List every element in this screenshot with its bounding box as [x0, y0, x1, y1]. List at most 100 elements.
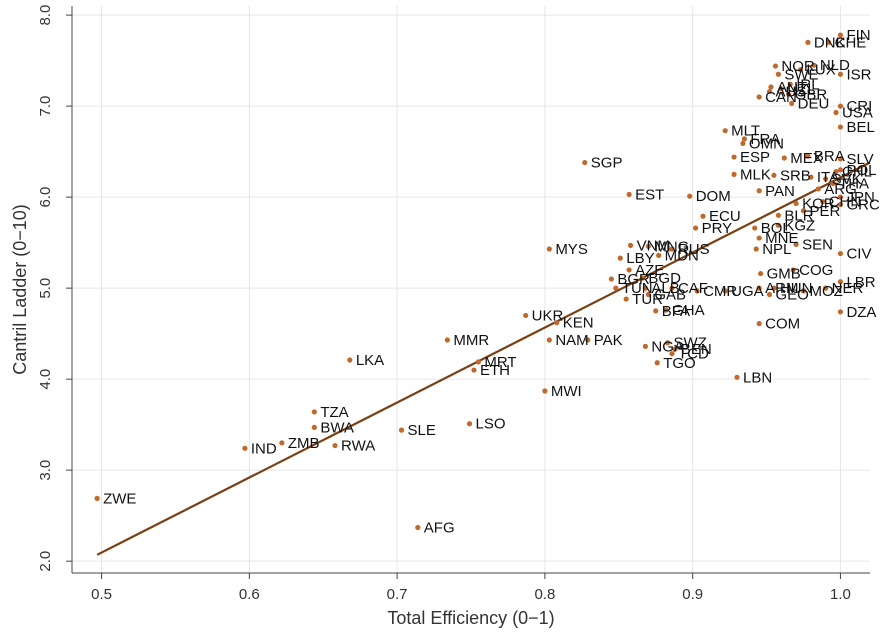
point-label: NOR — [781, 58, 815, 75]
point-label: DOM — [696, 188, 731, 205]
point-label: COG — [799, 262, 833, 279]
data-point — [585, 337, 591, 343]
data-point — [741, 136, 747, 142]
data-point — [772, 63, 779, 69]
point-label: DEU — [798, 95, 830, 112]
y-tick-label: 7.0 — [37, 96, 54, 117]
point-label: IND — [251, 440, 277, 457]
data-point — [756, 188, 762, 194]
point-label: ETH — [480, 362, 510, 379]
data-point — [771, 172, 777, 178]
data-point — [608, 276, 614, 282]
data-point — [546, 246, 552, 252]
data-point — [837, 124, 844, 130]
data-point — [626, 267, 632, 273]
point-label: ESP — [740, 149, 770, 166]
data-point — [653, 308, 659, 314]
point-label: CAN — [765, 89, 797, 106]
point-label: SLE — [408, 422, 436, 439]
data-point — [731, 171, 737, 177]
point-label: NGA — [651, 338, 684, 355]
data-point — [471, 367, 477, 373]
data-point — [837, 201, 844, 208]
data-point — [793, 200, 799, 207]
data-point — [654, 360, 660, 366]
data-point — [786, 91, 792, 97]
point-label: SLV — [846, 151, 873, 168]
data-point — [311, 409, 317, 415]
point-label: AUS — [776, 84, 807, 101]
data-point — [766, 88, 773, 95]
y-tick-label: 8.0 — [37, 5, 54, 26]
point-label: TGO — [663, 355, 696, 372]
point-label: LKA — [356, 352, 384, 369]
y-tick-label: 6.0 — [37, 187, 54, 208]
data-point — [837, 250, 844, 257]
point-label: PRY — [702, 220, 733, 237]
point-label: BOL — [761, 220, 791, 237]
data-point — [523, 312, 529, 319]
fit-line — [96, 161, 871, 556]
data-point — [242, 445, 248, 451]
data-point — [820, 199, 826, 205]
data-point — [279, 440, 285, 446]
point-label: NZL — [787, 81, 815, 98]
point-label: PAN — [765, 183, 795, 200]
point-label: CHN — [829, 194, 862, 211]
point-label: SEN — [802, 236, 833, 253]
point-label: RUS — [678, 241, 710, 258]
data-point — [790, 267, 796, 273]
data-point — [642, 343, 648, 349]
data-point — [815, 186, 821, 192]
data-point — [694, 288, 700, 294]
point-label: LBR — [846, 274, 875, 291]
data-point — [672, 346, 678, 352]
y-axis-title: Cantril Ladder (0−10) — [10, 204, 30, 375]
data-point — [700, 213, 706, 219]
point-label: NAM — [555, 332, 588, 349]
point-label: MEX — [790, 150, 823, 167]
data-point — [626, 191, 632, 197]
data-point — [768, 84, 774, 90]
grid-lines — [72, 6, 870, 573]
point-label: LSO — [476, 416, 506, 433]
data-point — [466, 421, 473, 427]
data-point — [639, 275, 646, 281]
point-label: ISR — [846, 66, 871, 83]
point-label: BLR — [784, 207, 813, 224]
point-label: MYS — [555, 241, 588, 258]
data-point — [837, 279, 844, 285]
point-label: CHE — [835, 34, 867, 51]
data-point — [766, 291, 773, 298]
data-point — [722, 128, 728, 134]
point-label: SGP — [591, 155, 623, 172]
x-tick-label: 0.8 — [534, 586, 555, 603]
point-label: TZA — [320, 404, 348, 421]
data-point — [756, 235, 762, 241]
data-point — [823, 285, 829, 291]
point-label: GRC — [846, 196, 880, 213]
data-points — [94, 32, 844, 531]
data-point — [775, 222, 781, 228]
data-point — [833, 169, 839, 175]
x-tick-label: 0.7 — [387, 586, 408, 603]
point-label: BEN — [681, 341, 712, 358]
point-label: NER — [832, 280, 864, 297]
data-point — [554, 320, 560, 326]
point-label: MLT — [731, 123, 760, 140]
point-label: LUX — [807, 62, 836, 79]
point-label: SRB — [780, 167, 811, 184]
data-point — [546, 337, 552, 343]
point-label: TUR — [632, 291, 663, 308]
point-label: VNM — [637, 237, 670, 254]
data-point — [94, 495, 100, 501]
data-point — [833, 109, 839, 116]
point-label: JPN — [846, 189, 874, 206]
data-point — [778, 86, 784, 92]
data-point — [656, 252, 662, 258]
point-label: LBY — [626, 250, 654, 267]
data-point — [756, 285, 762, 291]
point-label: BEL — [846, 119, 874, 136]
